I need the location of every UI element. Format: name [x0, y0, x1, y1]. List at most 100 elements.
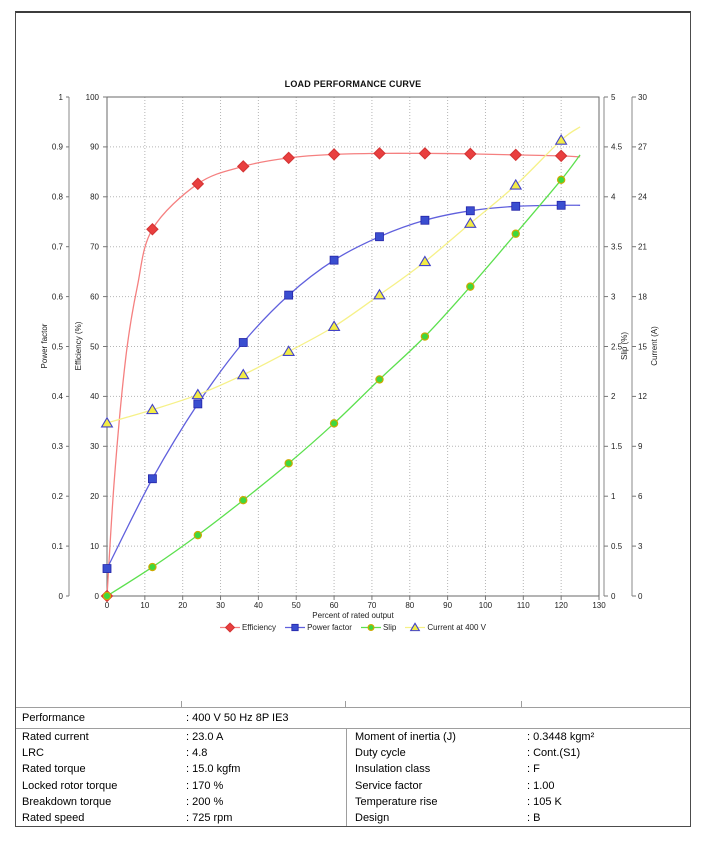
svg-text:100: 100 — [479, 601, 493, 610]
load-performance-chart: 00.10.20.30.40.50.60.70.80.9101020304050… — [52, 93, 648, 610]
legend-label: Slip — [382, 623, 397, 632]
svg-text:80: 80 — [405, 601, 414, 610]
svg-text:70: 70 — [90, 243, 99, 252]
spec-label: Rated speed — [22, 811, 85, 824]
svg-text:6: 6 — [638, 492, 643, 501]
svg-text:1: 1 — [59, 93, 64, 102]
svg-text:10: 10 — [140, 601, 149, 610]
power-factor-markers — [102, 200, 566, 573]
spec-value: : 105 K — [527, 795, 562, 808]
svg-text:60: 60 — [330, 601, 339, 610]
spec-value: : 170 % — [186, 779, 224, 792]
table-row: Rated speed : 725 rpm — [16, 810, 346, 826]
table-grid-cell — [16, 701, 182, 707]
efficiency-legend-marker-icon — [219, 622, 240, 633]
svg-text:0.2: 0.2 — [52, 492, 64, 501]
spec-value: : Cont.(S1) — [527, 747, 581, 760]
svg-text:21: 21 — [638, 243, 647, 252]
svg-text:90: 90 — [90, 143, 99, 152]
spec-value: : 23.0 A — [186, 731, 224, 744]
legend-item-slip: Slip — [360, 622, 397, 633]
spec-label: Rated current — [22, 731, 89, 744]
svg-text:0: 0 — [611, 592, 616, 601]
legend-item-current-at-400-v: Current at 400 V — [405, 622, 486, 633]
table-row: Moment of inertia (J) : 0.3448 kgm² — [347, 729, 690, 745]
table-row: Service factor : 1.00 — [347, 777, 690, 793]
x-axis-label: Percent of rated output — [312, 611, 394, 620]
svg-text:18: 18 — [638, 292, 647, 301]
table-row: Locked rotor torque : 170 % — [16, 777, 346, 793]
svg-text:12: 12 — [638, 392, 647, 401]
legend-label: Power factor — [307, 623, 352, 632]
current-at-400-v-legend-marker-icon — [405, 622, 426, 632]
motor-datasheet-page: LOAD PERFORMANCE CURVE 0 0.1 0.2 0.3 0.4 0.5 0… — [15, 11, 691, 827]
svg-text:100: 100 — [86, 93, 100, 102]
chart-legend: Efficiency Power factor Slip Current at 400… — [107, 622, 599, 633]
table-row: Rated torque : 15.0 kgfm — [16, 761, 346, 777]
spec-value: : 4.8 — [186, 747, 208, 760]
svg-text:9: 9 — [638, 442, 643, 451]
spec-label: Locked rotor torque — [22, 779, 118, 792]
svg-text:1.5: 1.5 — [611, 442, 623, 451]
spec-label: Rated torque — [22, 763, 86, 776]
svg-text:3.5: 3.5 — [611, 243, 623, 252]
spec-label: Duty cycle — [355, 747, 406, 760]
svg-text:90: 90 — [443, 601, 452, 610]
table-grid-cell — [522, 701, 690, 707]
svg-text:1: 1 — [611, 492, 616, 501]
performance-row: Performance : 400 V 50 Hz 8P IE3 — [16, 708, 690, 729]
x-axis: 0 10 20 30 40 50 60 70 80 90 100 110 120 130 — [105, 596, 606, 610]
spec-data-rows: Rated current : 23.0 A LRC : 4.8 Rated t… — [16, 729, 690, 826]
current-at-400-v-line — [106, 126, 581, 424]
svg-text:20: 20 — [90, 492, 99, 501]
table-row: Breakdown torque : 200 % — [16, 794, 346, 810]
svg-text:50: 50 — [90, 342, 99, 351]
svg-text:60: 60 — [90, 292, 99, 301]
legend-label: Efficiency — [241, 623, 277, 632]
spec-value: : 400 V 50 Hz 8P IE3 — [186, 712, 289, 724]
power-factor-line — [106, 204, 581, 569]
legend-label: Current at 400 V — [427, 623, 487, 632]
svg-text:0.5: 0.5 — [611, 542, 623, 551]
svg-text:4: 4 — [611, 193, 616, 202]
svg-text:0: 0 — [59, 592, 64, 601]
power-factor-axis: 0 0.1 0.2 0.3 0.4 0.5 0.6 0.7 0.8 0.9 1 — [52, 93, 70, 601]
spec-label: Temperature rise — [355, 795, 438, 808]
spec-value: : 725 rpm — [186, 811, 233, 824]
spec-label: Breakdown torque — [22, 795, 112, 808]
svg-text:40: 40 — [254, 601, 263, 610]
legend-item-power-factor: Power factor — [285, 622, 352, 633]
svg-text:27: 27 — [638, 143, 647, 152]
svg-text:2: 2 — [611, 392, 616, 401]
table-row: Duty cycle : Cont.(S1) — [347, 745, 690, 761]
spec-label: Service factor — [355, 779, 423, 792]
slip-axis-label: Slip (%) — [620, 332, 629, 361]
svg-text:0.7: 0.7 — [52, 243, 64, 252]
spec-label: Performance — [22, 712, 85, 724]
table-row: Rated current : 23.0 A — [16, 729, 346, 745]
spec-label: Design — [355, 811, 390, 824]
svg-text:0.3: 0.3 — [52, 442, 64, 451]
svg-text:0.9: 0.9 — [52, 143, 64, 152]
svg-text:70: 70 — [367, 601, 376, 610]
spec-value: : F — [527, 763, 540, 776]
svg-text:0: 0 — [105, 601, 110, 610]
svg-text:0.6: 0.6 — [52, 292, 64, 301]
svg-text:40: 40 — [90, 392, 99, 401]
chart-title: LOAD PERFORMANCE CURVE — [284, 79, 422, 89]
svg-text:0: 0 — [638, 592, 643, 601]
table-grid-cell — [346, 701, 522, 707]
svg-text:15: 15 — [638, 342, 647, 351]
table-row: Temperature rise : 105 K — [347, 794, 690, 810]
spec-label: LRC — [22, 747, 45, 760]
table-row: LRC : 4.8 — [16, 745, 346, 761]
svg-text:4.5: 4.5 — [611, 143, 623, 152]
efficiency-axis-label: Efficiency (%) — [74, 321, 83, 371]
svg-text:50: 50 — [292, 601, 301, 610]
svg-text:5: 5 — [611, 93, 616, 102]
svg-text:10: 10 — [90, 542, 99, 551]
table-row: Insulation class : F — [347, 761, 690, 777]
svg-text:130: 130 — [592, 601, 606, 610]
spec-column-left: Rated current : 23.0 A LRC : 4.8 Rated t… — [16, 729, 347, 826]
current-at-400-v-markers — [100, 133, 568, 428]
